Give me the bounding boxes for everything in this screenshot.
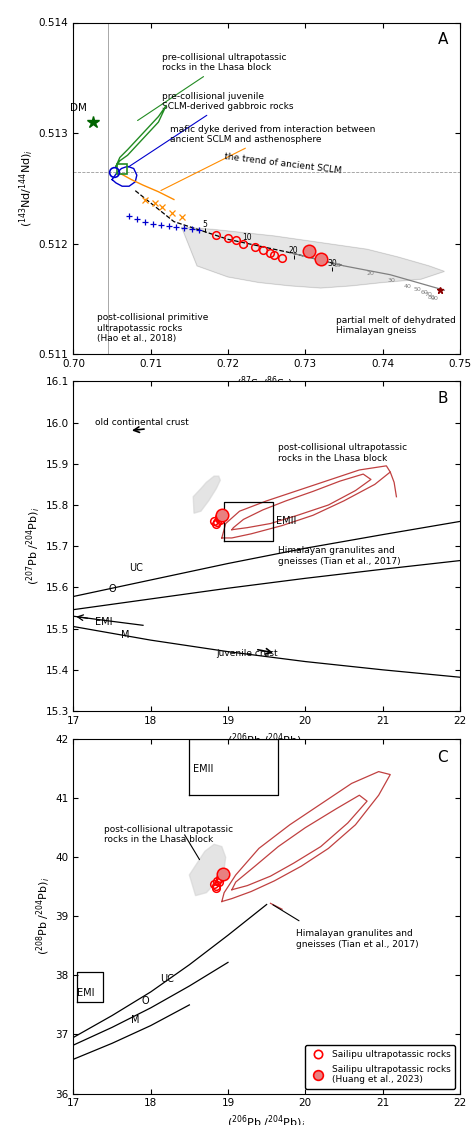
Text: EMI: EMI bbox=[77, 988, 95, 998]
Text: 90: 90 bbox=[431, 296, 439, 300]
Text: UC: UC bbox=[129, 562, 143, 573]
Text: M: M bbox=[131, 1015, 140, 1025]
Text: DM: DM bbox=[70, 104, 87, 114]
Text: EMII: EMII bbox=[276, 516, 296, 526]
Text: the trend of ancient SCLM: the trend of ancient SCLM bbox=[224, 152, 343, 176]
Text: O: O bbox=[141, 997, 149, 1007]
X-axis label: ($^{206}$Pb /$^{204}$Pb)$_i$: ($^{206}$Pb /$^{204}$Pb)$_i$ bbox=[228, 731, 306, 749]
Text: 20: 20 bbox=[366, 271, 374, 277]
Text: 80: 80 bbox=[428, 295, 436, 299]
Text: Himalayan granulites and
gneisses (Tian et al., 2017): Himalayan granulites and gneisses (Tian … bbox=[296, 929, 419, 948]
Text: pre-collisional juvenile
SCLM-derived gabbroic rocks: pre-collisional juvenile SCLM-derived ga… bbox=[128, 91, 294, 166]
Text: juvenile crust: juvenile crust bbox=[217, 649, 278, 658]
Text: M: M bbox=[121, 630, 130, 640]
Text: 20: 20 bbox=[289, 246, 299, 255]
X-axis label: ($^{206}$Pb /$^{204}$Pb)$_i$: ($^{206}$Pb /$^{204}$Pb)$_i$ bbox=[228, 1114, 306, 1125]
Text: EMI: EMI bbox=[95, 616, 113, 627]
Text: Himalayan granulites and
gneisses (Tian et al., 2017): Himalayan granulites and gneisses (Tian … bbox=[278, 546, 401, 566]
Text: B: B bbox=[438, 392, 448, 406]
Polygon shape bbox=[190, 844, 226, 896]
Text: 70: 70 bbox=[424, 292, 432, 297]
Text: 5: 5 bbox=[202, 219, 207, 228]
Text: 30: 30 bbox=[328, 259, 337, 268]
Polygon shape bbox=[193, 476, 220, 513]
Text: A: A bbox=[438, 33, 448, 47]
Text: EMII: EMII bbox=[193, 764, 214, 774]
Text: C: C bbox=[438, 749, 448, 765]
Text: partial melt of dehydrated
Himalayan gneiss: partial melt of dehydrated Himalayan gne… bbox=[336, 316, 456, 335]
Text: 60: 60 bbox=[420, 290, 428, 295]
Polygon shape bbox=[182, 227, 444, 288]
Y-axis label: ($^{208}$Pb /$^{204}$Pb)$_i$: ($^{208}$Pb /$^{204}$Pb)$_i$ bbox=[35, 878, 53, 955]
Text: 10: 10 bbox=[334, 262, 342, 268]
Text: mafic dyke derived from interaction between
ancient SCLM and asthenosphere: mafic dyke derived from interaction betw… bbox=[161, 125, 375, 190]
X-axis label: ($^{87}$Sr/$^{86}$Sr)$_i$: ($^{87}$Sr/$^{86}$Sr)$_i$ bbox=[237, 375, 297, 393]
Text: 50: 50 bbox=[413, 287, 421, 291]
Text: pre-collisional ultrapotassic
rocks in the Lhasa block: pre-collisional ultrapotassic rocks in t… bbox=[137, 53, 287, 120]
Text: 40: 40 bbox=[403, 284, 411, 288]
Text: UC: UC bbox=[160, 974, 174, 984]
Text: old continental crust: old continental crust bbox=[95, 418, 189, 428]
Text: post-collisional ultrapotassic
rocks in the Lhasa block: post-collisional ultrapotassic rocks in … bbox=[104, 825, 234, 844]
Text: post-collisional ultrapotassic
rocks in the Lhasa block: post-collisional ultrapotassic rocks in … bbox=[278, 443, 407, 462]
Text: 10: 10 bbox=[243, 233, 252, 242]
Y-axis label: ($^{207}$Pb /$^{204}$Pb)$_i$: ($^{207}$Pb /$^{204}$Pb)$_i$ bbox=[24, 507, 43, 585]
Text: 30: 30 bbox=[388, 278, 396, 284]
Y-axis label: ($^{143}$Nd/$^{144}$Nd)$_i$: ($^{143}$Nd/$^{144}$Nd)$_i$ bbox=[18, 150, 36, 227]
Legend: Sailipu ultrapotassic rocks, Sailipu ultrapotassic rocks
(Huang et al., 2023): Sailipu ultrapotassic rocks, Sailipu ult… bbox=[305, 1045, 455, 1089]
Text: post-collisional primitive
ultrapotassic rocks
(Hao et al., 2018): post-collisional primitive ultrapotassic… bbox=[97, 314, 208, 343]
Text: O: O bbox=[108, 584, 116, 594]
